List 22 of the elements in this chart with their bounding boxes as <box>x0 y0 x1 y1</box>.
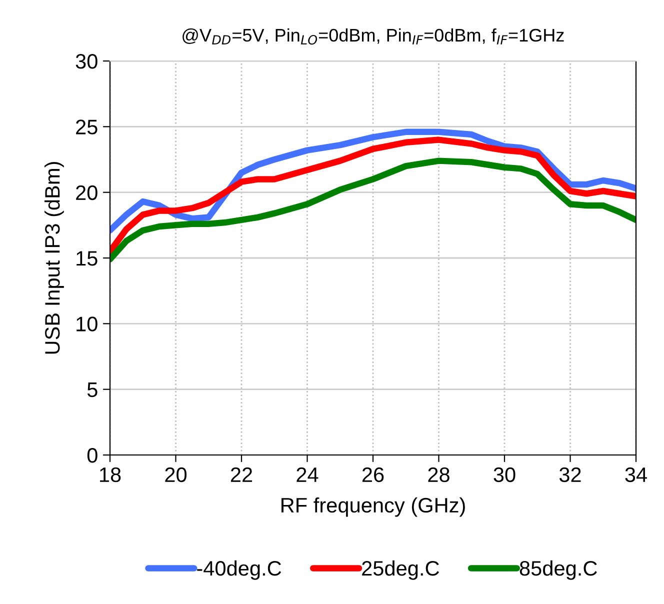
x-tick-label: 20 <box>165 467 187 482</box>
x-tick-label: 24 <box>296 467 318 482</box>
x-tick-label: 22 <box>230 467 252 482</box>
x-tick-label: 34 <box>625 467 647 482</box>
chart-title: @V$_{DD}$=5V, Pin$_{LO}$=0dBm, Pin$_{IF}$=0dBm, f$_{IF}$=1GHz <box>182 28 564 45</box>
x-tick-label: 26 <box>362 467 384 482</box>
y-tick-label: 30 <box>76 54 98 69</box>
legend-label: 85deg.C <box>520 560 597 580</box>
y-tick-label: 25 <box>76 120 98 134</box>
y-tick-label: 10 <box>76 316 98 332</box>
x-axis-title: RF frequency (GHz) <box>282 497 465 517</box>
legend-label: 25deg.C <box>362 560 440 580</box>
y-tick-label: 15 <box>76 251 98 266</box>
y-axis-title: USB Input IP3 (dBm) <box>44 162 64 354</box>
y-tick-label: 20 <box>76 185 98 200</box>
x-tick-label: 28 <box>428 467 450 482</box>
x-tick-label: 30 <box>494 467 516 482</box>
y-tick-label: 5 <box>87 382 98 398</box>
x-tick-label: 32 <box>559 467 581 482</box>
x-tick-label: 18 <box>100 467 121 482</box>
legend-label: -40deg.C <box>197 560 282 580</box>
y-tick-label: 0 <box>87 448 98 463</box>
